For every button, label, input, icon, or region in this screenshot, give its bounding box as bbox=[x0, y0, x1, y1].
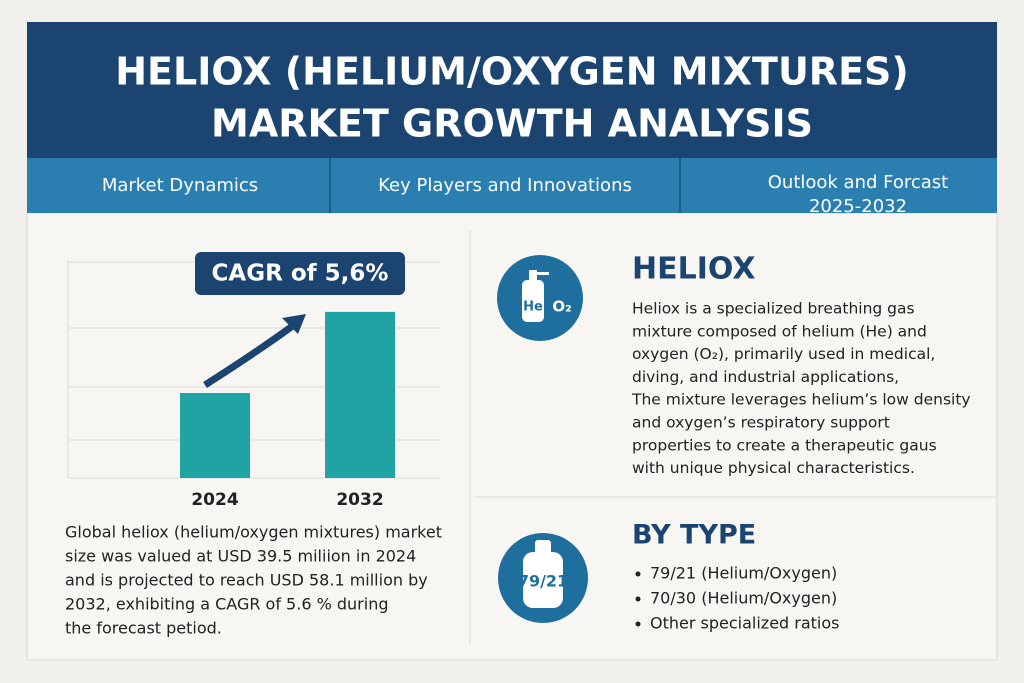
section-title: BY TYPE bbox=[632, 520, 756, 551]
icon-label: 79/21 bbox=[518, 572, 568, 591]
bar bbox=[180, 392, 250, 478]
bullet bbox=[635, 621, 641, 627]
summary-line: 2032, exhibiting a CAGR of 5.6 % during bbox=[65, 595, 388, 614]
tab-label: Outlook and Forcast bbox=[768, 172, 948, 193]
bar bbox=[325, 311, 395, 478]
icon-label: He bbox=[523, 300, 543, 315]
cagr-text: CAGR of 5,6% bbox=[212, 261, 389, 287]
summary-line: and is projected to reach USD 58.1 milli… bbox=[65, 571, 428, 590]
tab-label: 2025-2032 bbox=[809, 196, 907, 217]
growth-arrow bbox=[203, 319, 301, 388]
type-item: Other specialized ratios bbox=[650, 614, 840, 633]
tab-label: Market Dynamics bbox=[102, 175, 258, 196]
description-line: oxygen (O₂), primarily used in medical, bbox=[632, 345, 935, 363]
tab-bar bbox=[27, 158, 997, 213]
description-line: Heliox is a specialized breathing gas bbox=[632, 300, 915, 318]
summary-line: size was valued at USD 39.5 miliion in 2… bbox=[65, 547, 416, 566]
title: MARKET GROWTH ANALYSIS bbox=[211, 102, 813, 146]
bottle-icon bbox=[523, 540, 563, 608]
tank-icon bbox=[522, 270, 549, 322]
header bbox=[27, 22, 997, 158]
x-tick-label: 2032 bbox=[336, 490, 383, 510]
description-line: with unique physical characteristics. bbox=[632, 459, 915, 477]
cagr-badge bbox=[195, 252, 405, 295]
description-line: The mixture leverages helium’s low densi… bbox=[631, 391, 971, 409]
section-title: HELIOX bbox=[632, 252, 755, 287]
type-item: 70/30 (Helium/Oxygen) bbox=[650, 589, 837, 608]
arrow-head bbox=[282, 314, 306, 334]
bullet bbox=[635, 571, 641, 577]
description-line: properties to create a therapeutic gaus bbox=[632, 436, 937, 454]
summary-line: Global heliox (helium/oxygen mixtures) m… bbox=[65, 523, 442, 542]
description-line: and oxygen’s respiratory support bbox=[632, 414, 890, 432]
bullet bbox=[635, 596, 641, 602]
summary-line: the forecast petiod. bbox=[65, 619, 222, 638]
tab-label: Key Players and Innovations bbox=[378, 175, 632, 196]
icon-label: O₂ bbox=[552, 298, 571, 316]
description-line: mixture composed of helium (He) and bbox=[632, 322, 927, 340]
type-item: 79/21 (Helium/Oxygen) bbox=[650, 564, 837, 583]
x-tick-label: 2024 bbox=[191, 490, 238, 510]
description-line: diving, and industrial applications, bbox=[632, 368, 899, 386]
title: HELIOX (HELIUM/OXYGEN MIXTURES) bbox=[115, 50, 909, 94]
